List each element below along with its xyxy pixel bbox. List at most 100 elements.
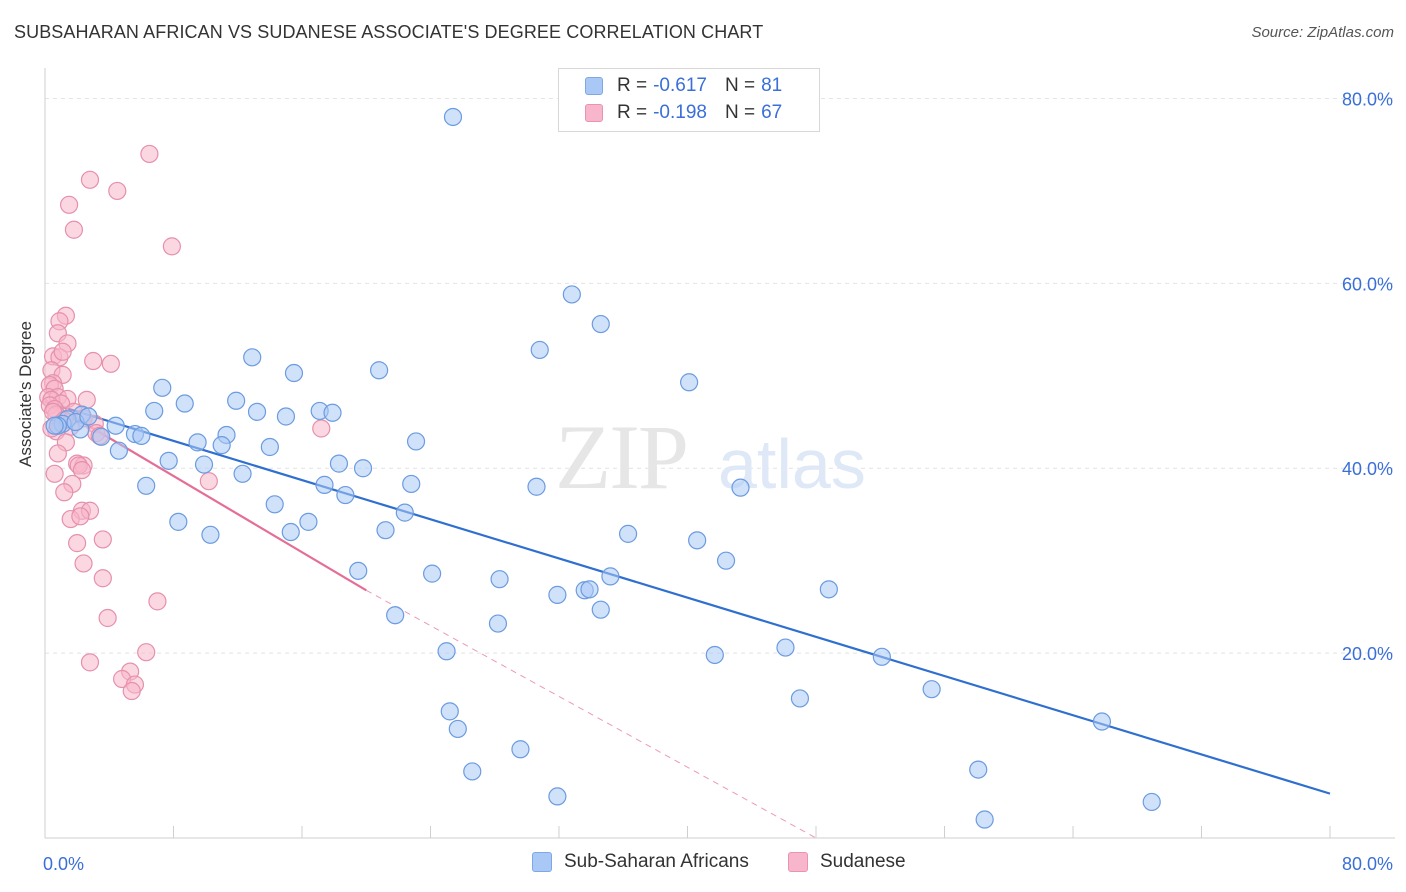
x-tick-label-max: 80.0% [1342,854,1393,874]
data-point [488,614,508,633]
data-point [323,403,342,422]
data-point [45,464,64,483]
data-point [490,570,509,589]
n-label: N = [724,75,756,96]
data-point [79,407,98,426]
data-point [153,378,172,397]
stats-row-sudanese: R = -0.198 N = 67 [585,101,782,125]
data-point [872,647,891,666]
data-point [48,444,67,463]
data-point [137,476,156,495]
data-point [260,437,279,457]
data-point [80,170,100,189]
data-point [1142,792,1161,812]
data-point [312,419,331,438]
axes [44,68,1395,839]
data-point [716,551,736,570]
data-point [72,460,92,480]
swatch-sudanese [585,104,603,122]
series-legend: Sub-Saharan Africans Sudanese [0,851,1406,877]
y-axis-label-wrap: Associate's Degree [16,321,36,467]
data-point [93,530,112,549]
x-tick-labels: 0.0% 80.0% [43,854,1393,874]
data-point [402,474,421,494]
data-point [265,495,284,514]
legend-item-sub-saharan[interactable]: Sub-Saharan Africans [532,851,749,873]
data-point [443,107,463,127]
data-point [299,512,318,531]
trendline-solid [44,400,1331,795]
data-point [145,401,164,421]
data-point [819,580,838,599]
data-point [169,512,188,531]
data-point [188,433,207,452]
data-point [140,144,159,164]
data-point [148,592,167,611]
y-tick-label: 80.0% [1342,89,1393,109]
data-point [601,567,620,586]
y-tick-labels: 20.0% 40.0% 60.0% 80.0% [1342,89,1393,664]
data-point [580,580,599,599]
n-label: N = [724,102,756,123]
data-point [386,606,405,625]
data-point [336,485,355,505]
data-point [64,220,84,239]
data-point [247,402,267,421]
data-point [731,478,750,497]
trendline-sub-saharan [44,400,1331,795]
legend-label-sudanese: Sudanese [820,851,906,872]
data-point [370,361,389,380]
data-point [74,554,93,573]
r-value: -0.198 [653,102,707,123]
data-point [688,531,707,550]
x-tick-label-min: 0.0% [43,854,84,874]
stats-legend: R = -0.617 N = 81 R = -0.198 N = 67 [558,68,820,132]
data-point [132,426,151,445]
data-point [68,534,87,553]
data-point [276,407,296,426]
data-point [201,525,220,544]
legend-item-sudanese[interactable]: Sudanese [788,851,906,873]
data-point [233,464,252,483]
data-point [315,475,334,494]
data-point [71,507,90,526]
legend-swatch-sub-saharan [532,852,552,872]
n-value: 67 [761,102,783,123]
trendline-dashed [366,589,817,839]
data-point [243,348,262,367]
data-point [395,503,414,522]
watermark-zip: ZIP [555,406,687,508]
data-point [98,608,117,628]
data-point [227,391,246,410]
data-point [109,441,128,460]
data-point [84,351,103,371]
chart-title: SUBSAHARAN AFRICAN VS SUDANESE ASSOCIATE… [14,22,764,42]
data-point [548,585,567,604]
data-point [423,564,442,583]
data-point [175,394,194,413]
data-point [106,416,125,435]
data-point [93,569,112,588]
data-point [1092,712,1112,731]
data-point [199,472,218,491]
data-point [591,314,610,334]
data-point [705,645,724,665]
data-point [349,561,368,580]
data-point [55,483,74,502]
data-point [162,237,181,256]
data-point [680,373,699,392]
data-point [975,810,994,829]
r-value: -0.617 [653,75,707,96]
data-point [618,524,638,543]
data-point [159,451,178,470]
source-label: Source: ZipAtlas.com [1251,24,1394,41]
data-point [101,354,120,373]
data-point [329,454,349,473]
data-point [194,455,214,474]
trendline-sudanese [44,398,817,839]
data-point [448,719,467,739]
data-point [440,702,459,721]
data-point [122,681,141,701]
data-point [212,436,231,455]
